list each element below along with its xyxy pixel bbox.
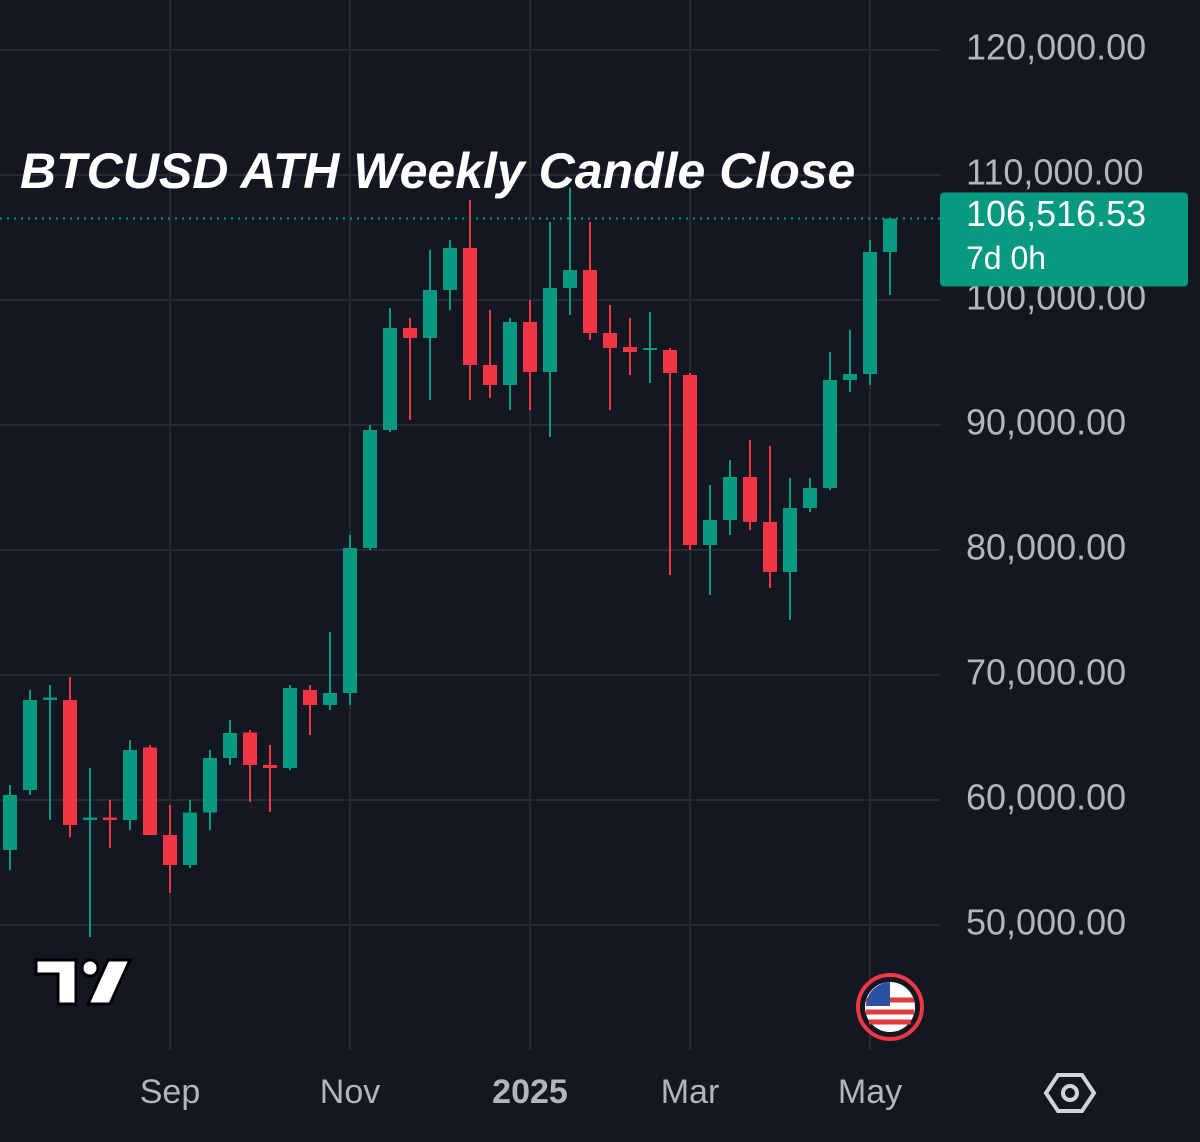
candle-body [163,835,177,865]
candle-body [883,218,897,252]
grid [0,0,940,1050]
candle-body [3,795,17,850]
candle-body [443,248,457,290]
candle-body [383,328,397,430]
candle-body [503,322,517,385]
y-tick-label: 50,000.00 [966,902,1126,943]
y-tick-label: 120,000.00 [966,27,1146,68]
candle-body [483,365,497,385]
x-tick-label: 2025 [492,1073,568,1111]
candle-body [223,733,237,758]
candle-body [23,700,37,790]
candle-body [323,693,337,705]
candle-body [463,248,477,365]
last-price-label: 106,516.53 [966,193,1146,234]
x-tick-label: Mar [661,1073,720,1111]
x-tick-label: Nov [320,1073,380,1111]
candle-body [523,322,537,372]
x-tick-label: Sep [140,1073,201,1111]
candle-body [823,380,837,488]
x-tick-label: May [838,1073,902,1111]
candle-body [863,252,877,374]
flag-icon [856,973,924,1041]
candle-body [703,520,717,545]
candle-body [783,508,797,572]
y-tick-label: 80,000.00 [966,527,1126,568]
candle-body [143,747,157,835]
candle-body [103,817,117,820]
candle-body [743,477,757,522]
tradingview-logo [34,958,133,1006]
candle-body [63,700,77,825]
candle-body [203,758,217,813]
candle-body [763,522,777,572]
chart-title: BTCUSD ATH Weekly Candle Close [20,143,855,199]
countdown-label: 7d 0h [966,240,1046,276]
candle-body [183,812,197,865]
candle-body [263,765,277,768]
candle-body [683,375,697,545]
candle-body [563,270,577,288]
candle-body [123,750,137,820]
candle-body [543,288,557,372]
y-tick-label: 70,000.00 [966,652,1126,693]
y-tick-label: 60,000.00 [966,777,1126,818]
candle-body [623,347,637,352]
candle-body [843,374,857,380]
candle-body [83,817,97,820]
candle-body [803,488,817,508]
candle-body [603,333,617,348]
candle-body [303,690,317,705]
candle-body [283,688,297,768]
candle-body [423,290,437,338]
candle-body [663,350,677,373]
candle-body [643,348,657,350]
y-tick-label: 90,000.00 [966,402,1126,443]
candle-body [43,697,57,700]
settings-button[interactable] [1043,1073,1097,1113]
y-tick-label: 110,000.00 [966,152,1144,193]
last-price-box [940,192,1188,287]
candle-body [723,477,737,520]
candle-body [343,548,357,693]
candle-body [403,328,417,338]
labels: 50,000.00 60,000.00 70,000.00 80,000.00 90,0… [0,27,1188,1111]
candle-body [583,270,597,333]
candles [3,187,897,937]
candle-body [243,732,257,765]
candle-body [363,430,377,548]
